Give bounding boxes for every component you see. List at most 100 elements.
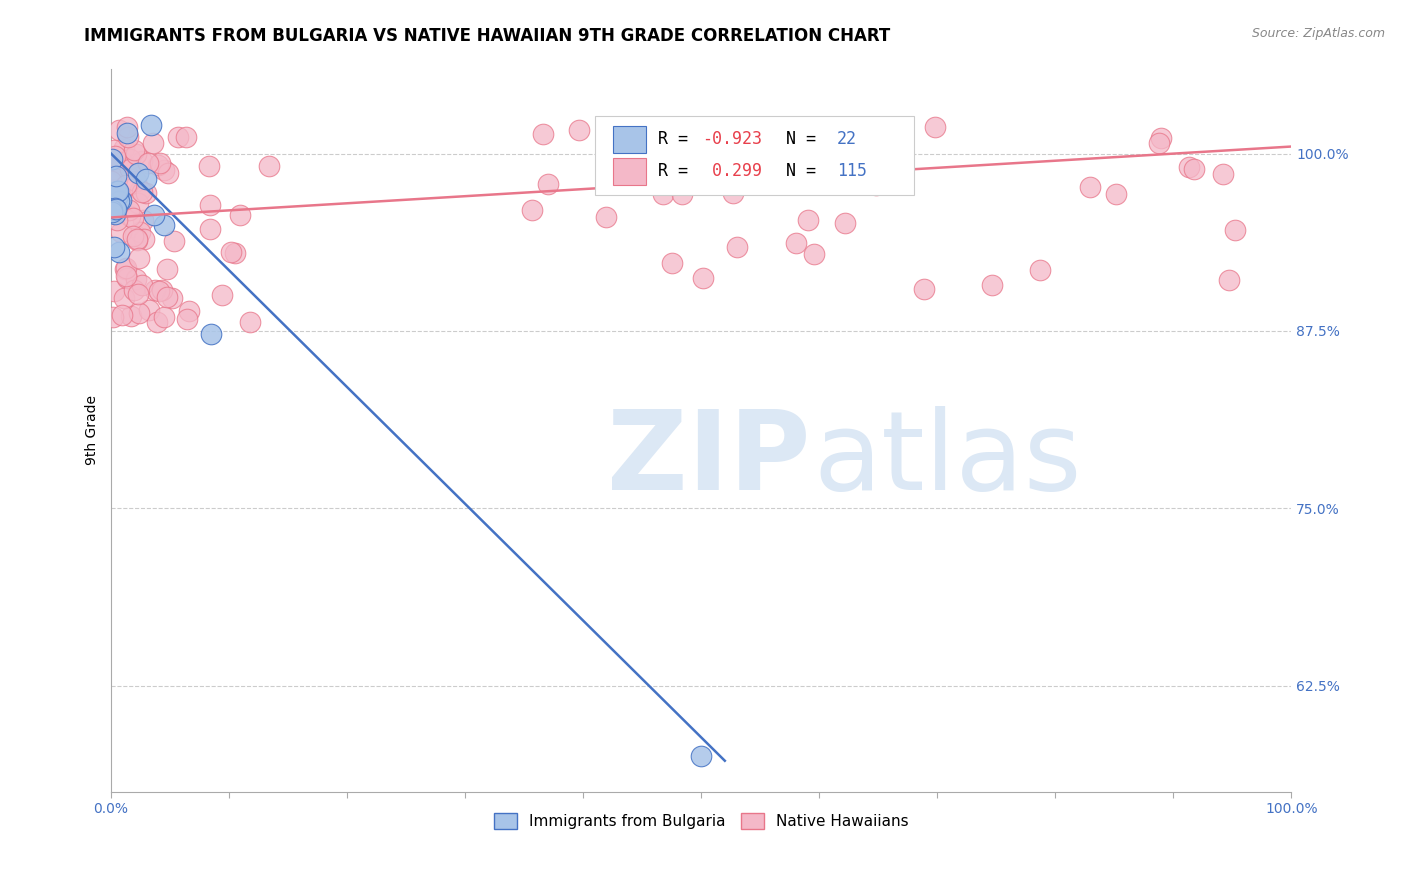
Point [796,212,818,227]
Point [127,233,149,247]
Point [162,235,184,249]
Point [125,146,148,161]
Point [103,310,125,324]
Point [1223,223,1246,237]
Point [104,207,127,221]
Point [114,291,136,305]
Point [636,159,658,173]
Point [101,202,124,217]
Point [211,287,233,301]
Point [105,212,128,227]
Point [101,204,124,219]
Point [115,126,138,140]
Point [198,159,221,173]
Point [177,304,200,318]
Point [101,153,124,167]
Point [1029,263,1052,277]
Point [1177,161,1199,175]
Point [924,120,946,135]
Point [105,169,128,183]
Point [238,315,260,329]
Point [803,246,825,260]
Point [120,161,142,176]
Text: Source: ZipAtlas.com: Source: ZipAtlas.com [1251,27,1385,40]
Point [859,172,882,186]
Point [160,292,183,306]
Point [103,240,125,254]
Bar [613,158,645,185]
Point [153,218,176,232]
Point [138,303,160,318]
Point [104,201,127,215]
Point [108,244,131,259]
Point [120,210,142,224]
Bar [613,126,645,153]
Point [112,141,135,155]
Point [150,284,173,298]
Point [141,119,163,133]
Point [661,256,683,270]
Point [122,211,145,225]
Point [131,153,153,168]
Text: -0.923: -0.923 [703,130,762,148]
Point [127,196,149,211]
Point [115,268,138,283]
Point [128,251,150,265]
Point [142,136,165,151]
Point [143,283,166,297]
Point [108,194,131,208]
Point [125,272,148,286]
Point [118,153,141,167]
Point [146,315,169,329]
Point [110,225,132,239]
Point [200,326,222,341]
Point [595,210,617,224]
Point [522,202,544,217]
Y-axis label: 9th Grade: 9th Grade [86,395,100,466]
Point [131,277,153,292]
Point [114,261,136,276]
Text: R =: R = [658,162,697,180]
Point [200,222,222,236]
Point [156,290,179,304]
Point [257,159,280,173]
Point [128,183,150,197]
Point [128,306,150,320]
Point [101,186,124,200]
Text: 22: 22 [837,130,856,148]
Point [128,226,150,240]
Point [110,193,132,207]
Point [117,120,139,134]
Text: 0.299: 0.299 [703,162,762,180]
Point [228,208,250,222]
Point [111,155,134,169]
Point [721,186,744,200]
Point [1182,161,1205,176]
Point [132,232,155,246]
Point [104,149,127,163]
Point [834,216,856,230]
Text: N =: N = [766,162,827,180]
Point [1149,136,1171,150]
Point [125,232,148,246]
Point [153,163,176,178]
Point [122,283,145,297]
Point [980,277,1002,292]
Point [136,156,159,170]
Point [785,236,807,251]
FancyBboxPatch shape [595,116,914,195]
Point [124,227,146,242]
Point [224,246,246,260]
Point [198,198,221,212]
Point [176,312,198,326]
Point [1105,187,1128,202]
Point [912,282,935,296]
Point [105,184,128,198]
Point [790,126,813,140]
Point [725,239,748,253]
Point [127,287,149,301]
Point [115,260,138,275]
Point [156,262,179,277]
Point [1218,273,1240,287]
Point [118,202,141,217]
